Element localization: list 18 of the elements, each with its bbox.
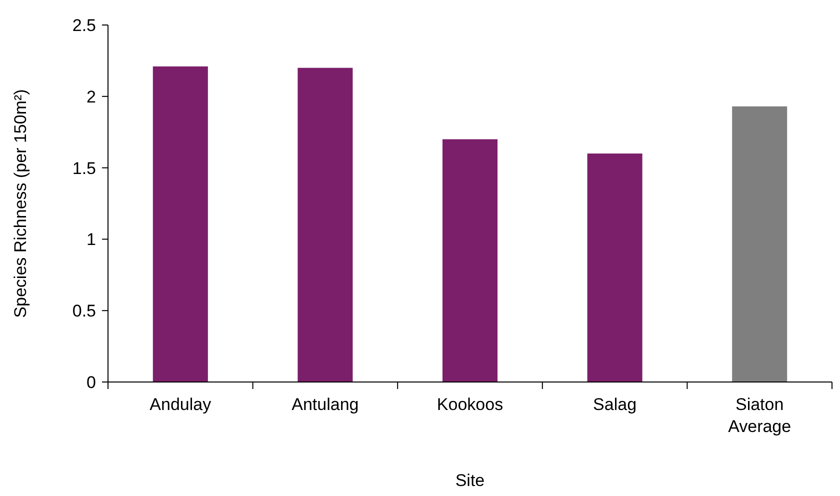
bar [298,68,353,382]
y-tick-label: 0 [86,372,96,392]
y-tick-label: 2 [86,87,96,106]
x-tick-label: Andulay [150,395,212,414]
x-tick-label: Antulang [292,395,359,414]
bar [152,66,208,382]
x-axis-title: Site [455,471,485,490]
x-tick-label: Kookoos [436,395,504,414]
y-axis-title: Species Richness (per 150m²) [11,89,30,318]
x-tick-label: Siaton Average [728,395,792,436]
y-tick-label: 1.5 [72,158,96,178]
bar [442,139,498,382]
y-tick-label: 1 [86,230,96,250]
bar [587,154,642,382]
y-tick-label: 2.5 [72,16,96,35]
y-tick-label: 0.5 [72,302,96,321]
x-tick-label: Salag [593,395,637,414]
bar [732,106,788,382]
